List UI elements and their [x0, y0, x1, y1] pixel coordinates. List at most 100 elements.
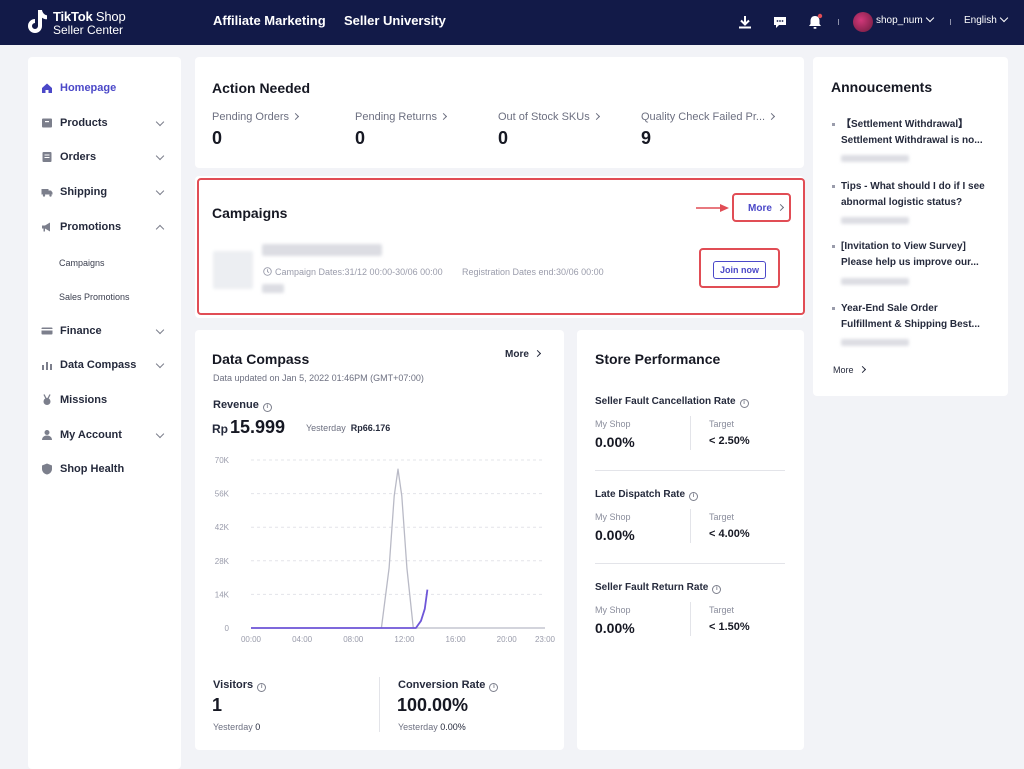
info-icon[interactable]: i	[262, 403, 272, 412]
campaign-tag-blurred	[262, 284, 284, 293]
chevron-down-icon	[999, 13, 1009, 23]
campaign-dates: Campaign Dates:31/12 00:00-30/06 00:00	[275, 267, 443, 277]
info-icon[interactable]: i	[712, 585, 722, 594]
campaigns-more-link[interactable]: More	[748, 203, 784, 214]
user-menu[interactable]: shop_num	[876, 13, 934, 26]
truck-icon	[41, 189, 53, 197]
announcement-item[interactable]: 【Settlement Withdrawal】 Settlement Withdr…	[841, 119, 983, 146]
data-compass-title: Data Compass	[212, 351, 310, 367]
medal-icon	[43, 394, 51, 405]
chevron-right-icon	[768, 112, 776, 121]
arrow-pointer-icon	[696, 204, 729, 212]
bullet	[832, 185, 835, 188]
sp-target-value: < 1.50%	[709, 621, 750, 633]
sidebar-subitem-sales-promotions[interactable]: Sales Promotions	[59, 292, 130, 302]
kpi-out-of-stock[interactable]: Out of Stock SKUs	[498, 111, 600, 123]
language-selector[interactable]: English	[964, 13, 1009, 26]
sidebar-item-products[interactable]: Products	[28, 109, 181, 139]
chart-icon	[42, 362, 52, 370]
sidebar-item-shop-health[interactable]: Shop Health	[28, 455, 181, 485]
sidebar-item-shipping[interactable]: Shipping	[28, 178, 181, 208]
kpi-quality-check-failed[interactable]: Quality Check Failed Pr...	[641, 111, 776, 123]
bullet	[832, 245, 835, 248]
x-tick-label: 00:00	[241, 635, 262, 644]
info-icon[interactable]: i	[489, 683, 499, 692]
info-icon[interactable]: i	[257, 683, 267, 692]
kpi-value: 0	[498, 128, 509, 148]
chevron-down-icon	[925, 13, 934, 23]
chevron-down-icon	[155, 359, 165, 369]
sidebar-item-homepage[interactable]: Homepage	[28, 74, 181, 104]
sp-row-divider	[595, 563, 785, 564]
box-icon	[42, 118, 52, 128]
sp-target-label: Target	[709, 605, 735, 615]
announcement-date-blurred	[841, 155, 909, 162]
sidebar-item-finance[interactable]: Finance	[28, 317, 181, 347]
sp-target-label: Target	[709, 512, 735, 522]
kpi-value: 0	[355, 128, 366, 148]
x-tick-label: 12:00	[394, 635, 415, 644]
series-line	[251, 468, 545, 629]
sidebar-item-orders[interactable]: Orders	[28, 143, 181, 173]
x-tick-label: 20:00	[497, 635, 518, 644]
announcement-item[interactable]: [Invitation to View Survey] Please help u…	[841, 241, 979, 268]
revenue-value: Rp 15.999	[212, 417, 286, 437]
campaign-name-blurred[interactable]	[262, 244, 382, 256]
info-icon[interactable]: i	[739, 399, 749, 408]
sp-target-label: Target	[709, 419, 735, 429]
sp-metric-label: Seller Fault Cancellation Rate i	[595, 396, 749, 408]
visitors-yesterday: Yesterday 0	[213, 722, 261, 732]
announcement-item[interactable]: Tips - What should I do if I see abnormal…	[841, 181, 985, 208]
sidebar-item-missions[interactable]: Missions	[28, 386, 181, 416]
campaign-thumbnail[interactable]	[213, 251, 253, 289]
announcements-more-link[interactable]: More	[833, 365, 866, 375]
nav-seller-university[interactable]: Seller University	[344, 13, 446, 28]
sp-row-divider	[595, 470, 785, 471]
revenue-chart: 0 14K 28K 42K 56K 70K 00:00 04:00 08:00 12:00 16:0…	[215, 456, 555, 644]
nav-affiliate-marketing[interactable]: Affiliate Marketing	[213, 13, 326, 28]
chevron-down-icon	[155, 151, 165, 161]
info-icon[interactable]: i	[689, 492, 699, 501]
sidebar-subitem-campaigns[interactable]: Campaigns	[59, 258, 105, 268]
shield-icon	[42, 463, 52, 475]
top-separator	[838, 19, 839, 25]
sidebar-item-my-account[interactable]: My Account	[28, 421, 181, 451]
y-tick-label: 0	[225, 624, 230, 633]
announcements-title: Annoucements	[831, 79, 933, 95]
chevron-right-icon	[439, 112, 447, 121]
announcement-date-blurred	[841, 339, 909, 346]
conversion-yesterday: Yesterday 0.00%	[398, 722, 466, 732]
series-line	[251, 589, 429, 629]
bullet	[832, 307, 835, 310]
kpi-pending-orders[interactable]: Pending Orders	[212, 111, 300, 123]
sp-my-shop-value: 0.00%	[595, 434, 635, 450]
announcement-item[interactable]: Year-End Sale Order Fulfillment & Shippin…	[841, 303, 980, 330]
join-highlight	[699, 248, 780, 288]
y-tick-label: 28K	[215, 557, 230, 566]
chat-icon[interactable]	[771, 13, 789, 31]
more-highlight	[732, 193, 791, 222]
data-compass-more-link[interactable]: More	[505, 349, 541, 360]
sp-target-value: < 2.50%	[709, 435, 750, 447]
campaigns-highlight	[197, 178, 805, 315]
x-tick-label: 08:00	[343, 635, 364, 644]
kpi-pending-returns[interactable]: Pending Returns	[355, 111, 447, 123]
top-separator	[950, 19, 951, 25]
tiktok-logo-icon	[28, 10, 47, 33]
sp-metric-label: Late Dispatch Rate i	[595, 489, 699, 501]
chevron-right-icon	[776, 203, 784, 212]
revenue-yesterday: Yesterday Rp66.176	[306, 423, 391, 433]
sidebar-item-data-compass[interactable]: Data Compass	[28, 351, 181, 381]
action-needed-card: Action Needed Pending Orders 0 Pending R…	[195, 57, 804, 168]
revenue-label: Revenue i	[213, 399, 272, 412]
sidebar-item-promotions[interactable]: Promotions	[28, 213, 181, 243]
bullet	[832, 123, 835, 126]
tiktok-shop-logo[interactable]: TikTok Shop Seller Center	[26, 7, 136, 37]
bell-icon[interactable]	[806, 13, 824, 31]
download-icon[interactable]	[736, 13, 754, 31]
kpi-value: 9	[641, 128, 652, 148]
metric-divider	[379, 677, 380, 732]
join-now-button[interactable]: Join now	[713, 261, 766, 279]
avatar[interactable]	[853, 12, 873, 32]
chevron-right-icon	[292, 112, 300, 121]
